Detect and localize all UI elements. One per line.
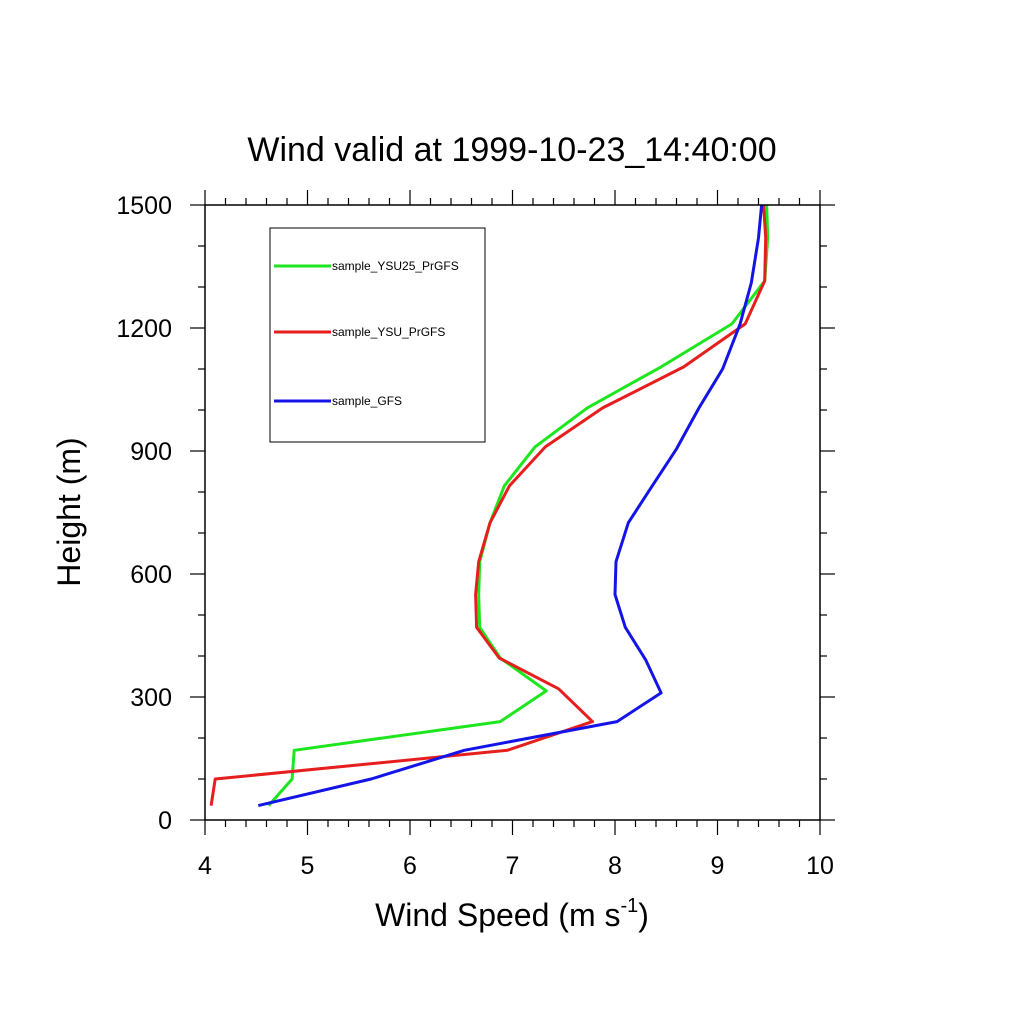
tick-labels: 4 5 6 7 8 9 10 0 300 600 900 1200 1500 (116, 192, 834, 880)
x-tick-label: 5 (301, 852, 315, 880)
legend-label: sample_YSU_PrGFS (332, 325, 445, 339)
x-tick-label: 9 (711, 852, 725, 880)
y-tick-label: 1500 (116, 192, 172, 220)
x-axis-title-suffix: ) (638, 897, 649, 933)
axis-ticks (190, 190, 835, 835)
legend: sample_YSU25_PrGFS sample_YSU_PrGFSsample… (269, 227, 486, 443)
y-tick-label: 0 (158, 807, 172, 835)
x-tick-label: 7 (506, 852, 520, 880)
legend-box (269, 227, 486, 443)
chart-title: Wind valid at 1999-10-23_14:40:00 (247, 131, 776, 169)
y-tick-label: 1200 (116, 315, 172, 343)
series-line-sample_YSU_PrGFS (209, 204, 768, 806)
x-tick-label: 6 (403, 852, 417, 880)
x-axis-title: Wind Speed (m s-1) (375, 895, 649, 933)
data-series (209, 204, 770, 808)
y-tick-label: 300 (130, 684, 172, 712)
y-tick-label: 600 (130, 561, 172, 589)
y-tick-label: 900 (130, 438, 172, 466)
x-axis-title-superscript: -1 (620, 895, 638, 917)
x-tick-label: 8 (608, 852, 622, 880)
series-line-sample_GFS (257, 204, 764, 808)
legend-label: sample_YSU25_PrGFS (332, 259, 459, 273)
legend-label: sample_GFS (332, 394, 402, 408)
x-axis-title-main: Wind Speed (m s (375, 897, 620, 933)
x-tick-label: 10 (806, 852, 834, 880)
y-axis-title: Height (m) (51, 437, 87, 586)
plot-frame (204, 204, 821, 821)
x-tick-label: 4 (198, 852, 212, 880)
